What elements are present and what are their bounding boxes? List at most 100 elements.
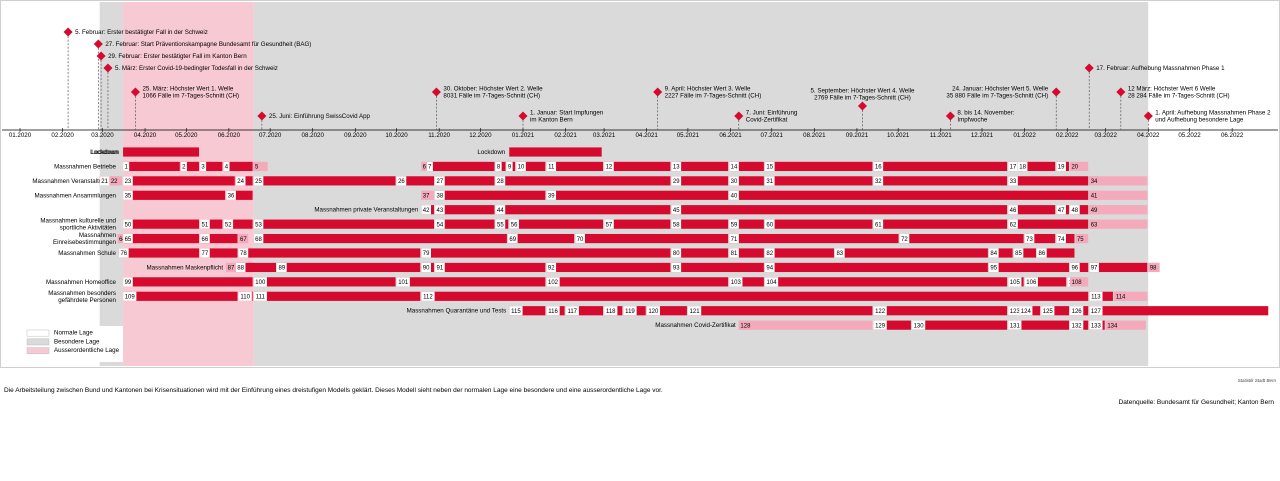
bar-num-7-3: 79	[423, 251, 430, 257]
bar-11-5	[646, 306, 687, 316]
bar-12-6	[1105, 320, 1146, 330]
bar-num-bg-7-7	[834, 248, 845, 258]
bar-5-2	[223, 219, 253, 229]
bar-num-bg-1-16	[1008, 161, 1018, 172]
bar-num-bg-11-10	[1041, 306, 1055, 316]
event-label-15: 1. April: Aufhebung Massnahmen Phase 2 un…	[1155, 110, 1271, 124]
bar-num-6-1: 65	[125, 237, 132, 243]
bar-num-5-11: 61	[875, 222, 882, 228]
bar-num-bg-1-7	[495, 161, 502, 172]
bar-num-bg-5-2	[223, 219, 234, 229]
bar-7-3	[421, 248, 671, 258]
bar-num-5-9: 59	[731, 222, 738, 228]
bar-num-bg-8-10	[1089, 262, 1099, 273]
bar-num-2-1: 22	[111, 179, 118, 185]
row-label-5: Massnahmen kulturelle und sportliche Akti…	[40, 218, 116, 232]
bar-2-9	[729, 176, 764, 186]
bar-1-4	[253, 161, 268, 172]
bar-num-1-12: 13	[673, 165, 680, 171]
bar-num-7-5: 81	[731, 251, 738, 257]
bar-4-4	[1008, 205, 1056, 215]
bar-num-7-6: 82	[766, 251, 773, 257]
bar-10-3	[421, 291, 1089, 301]
bar-8-2	[276, 262, 421, 273]
bar-2-10	[764, 176, 873, 186]
bar-num-1-14: 15	[766, 165, 773, 171]
bar-num-10-3: 112	[423, 295, 433, 301]
bar-num-8-8: 95	[990, 266, 997, 272]
bar-3-1	[226, 190, 253, 200]
bar-num-7-0: 76	[120, 251, 127, 257]
bar-num-bg-8-3	[421, 262, 431, 273]
legend-label-1: Besondere Lage	[54, 338, 100, 345]
row-label-2: Massnahmen Veranstaltungen	[32, 178, 116, 185]
bar-5-10	[764, 219, 873, 229]
bar-5-7	[604, 219, 671, 229]
bar-num-5-12: 62	[1010, 222, 1017, 228]
bar-num-bg-11-3	[604, 306, 618, 316]
bar-4-2	[495, 205, 671, 215]
bar-num-bg-7-8	[988, 248, 999, 258]
bar-num-8-2: 89	[279, 266, 286, 272]
bar-num-1-13: 14	[731, 165, 738, 171]
bar-12-3	[1008, 320, 1069, 330]
event-marker-2	[96, 51, 106, 61]
bar-num-11-1: 116	[548, 309, 558, 315]
bar-num-bg-2-3	[235, 176, 246, 186]
x-tick-label-12: 01.2021	[512, 132, 535, 139]
bar-num-5-3: 53	[255, 222, 262, 228]
bar-num-bg-1-3	[223, 161, 230, 172]
bar-5-9	[729, 219, 764, 229]
bar-3-0	[123, 190, 226, 200]
bar-num-9-1: 100	[255, 280, 266, 286]
event-label-2: 29. Februar: Erster bestätigter Fall im …	[108, 53, 247, 60]
bar-num-6-11: 75	[1077, 237, 1084, 243]
bar-8-6	[671, 262, 764, 273]
bar-num-bg-7-9	[1013, 248, 1024, 258]
bar-8-5	[546, 262, 671, 273]
event-label-13: 17. Februar: Aufhebung Massnahmen Phase …	[1096, 65, 1225, 72]
row-label-7: Massnahmen Schule	[58, 250, 116, 257]
bar-num-bg-9-5	[764, 277, 779, 287]
bar-7-1	[200, 248, 238, 258]
bar-num-bg-7-4	[671, 248, 682, 258]
bar-num-bg-11-2	[565, 306, 579, 316]
bar-7-8	[988, 248, 1013, 258]
event-label-5: 25. Juni: Einführung SwissCovid App	[269, 113, 371, 120]
x-tick-label-16: 05.2021	[677, 132, 700, 139]
bar-9-4	[729, 277, 764, 287]
bar-num-bg-1-0	[123, 161, 130, 172]
legend-label-2: Ausserordentliche Lage	[54, 347, 120, 354]
bar-num-2-10: 31	[766, 179, 773, 185]
bar-num-4-5: 47	[1058, 208, 1065, 214]
bar-num-bg-4-6	[1069, 205, 1080, 215]
bar-num-bg-9-9	[1069, 277, 1084, 287]
bar-8-1	[235, 262, 276, 273]
bar-num-bg-6-0	[117, 233, 128, 244]
event-marker-6	[431, 87, 441, 97]
bar-num-bg-2-8	[671, 176, 682, 186]
bar-num-2-6: 27	[437, 179, 444, 185]
bar-num-bg-6-11	[1075, 233, 1086, 244]
x-tick-label-9: 10.2020	[385, 132, 408, 139]
bar-12-1	[873, 320, 911, 330]
bar-num-6-7: 71	[731, 237, 738, 243]
bar-num-6-3: 67	[240, 237, 247, 243]
bar-num-8-4: 91	[437, 266, 444, 272]
bar-10-5	[1113, 291, 1148, 301]
bar-num-9-3: 102	[548, 280, 559, 286]
row-label-4: Massnahmen private Veranstaltungen	[314, 207, 418, 214]
bar-num-11-2: 117	[567, 309, 577, 315]
bar-num-12-5: 133	[1091, 323, 1102, 329]
bar-num-5-2: 52	[225, 222, 232, 228]
row-label-10: Massnahmen besonders gefährdete Personen	[48, 290, 116, 304]
bar-num-3-3: 38	[437, 193, 444, 199]
bar-num-bg-11-1	[546, 306, 560, 316]
bar-num-bg-2-9	[729, 176, 739, 186]
bar-num-bg-6-3	[238, 233, 249, 244]
bar-6-7	[729, 233, 899, 244]
bar-num-bg-6-1	[123, 233, 133, 244]
bar-6-5	[507, 233, 575, 244]
bar-num-12-3: 131	[1010, 323, 1021, 329]
bar-10-2	[253, 291, 421, 301]
